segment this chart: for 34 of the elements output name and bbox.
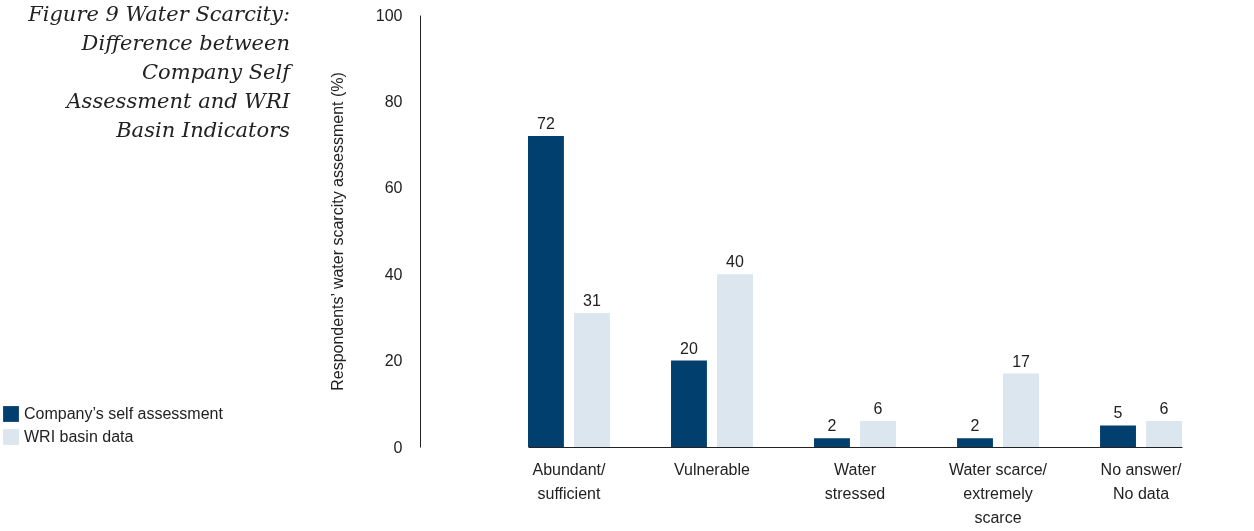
x-tick-label: Water scarce/ extremely scarce bbox=[948, 460, 1048, 526]
bar bbox=[717, 274, 753, 447]
legend-label: WRI basin data bbox=[24, 428, 134, 445]
data-label: 31 bbox=[583, 292, 601, 310]
bar bbox=[1100, 425, 1136, 447]
data-label: 20 bbox=[680, 339, 698, 357]
bar bbox=[1146, 421, 1182, 447]
bar bbox=[671, 360, 707, 447]
y-tick-label: 40 bbox=[384, 265, 403, 283]
data-label: 72 bbox=[537, 114, 555, 132]
y-tick-label: 20 bbox=[384, 352, 403, 370]
data-label: 5 bbox=[1113, 404, 1123, 422]
legend-label: Company’s self assessment bbox=[24, 405, 224, 422]
y-tick-label: 100 bbox=[375, 6, 403, 24]
y-axis-title: Respondents’ water scarcity assessment (%) bbox=[328, 72, 346, 391]
bar bbox=[574, 313, 610, 447]
data-label: 17 bbox=[1012, 352, 1031, 370]
data-label: 2 bbox=[827, 417, 837, 435]
bar bbox=[860, 421, 896, 447]
y-tick-label: 80 bbox=[384, 92, 403, 110]
x-tick-label: No answer/ No data bbox=[1100, 460, 1183, 502]
bar bbox=[528, 135, 564, 447]
y-tick-label: 0 bbox=[393, 438, 403, 456]
y-tick-label: 60 bbox=[384, 179, 403, 197]
x-tick-label: Abundant/ sufficient bbox=[532, 460, 606, 502]
x-tick-label: Water stressed bbox=[824, 460, 886, 502]
data-label: 6 bbox=[873, 400, 883, 418]
data-label: 6 bbox=[1159, 400, 1169, 418]
bar bbox=[1003, 373, 1039, 447]
data-label: 40 bbox=[726, 253, 745, 271]
bar bbox=[814, 438, 850, 447]
bar bbox=[957, 438, 993, 447]
x-tick-label: Vulnerable bbox=[674, 460, 751, 478]
data-label: 2 bbox=[970, 417, 980, 435]
